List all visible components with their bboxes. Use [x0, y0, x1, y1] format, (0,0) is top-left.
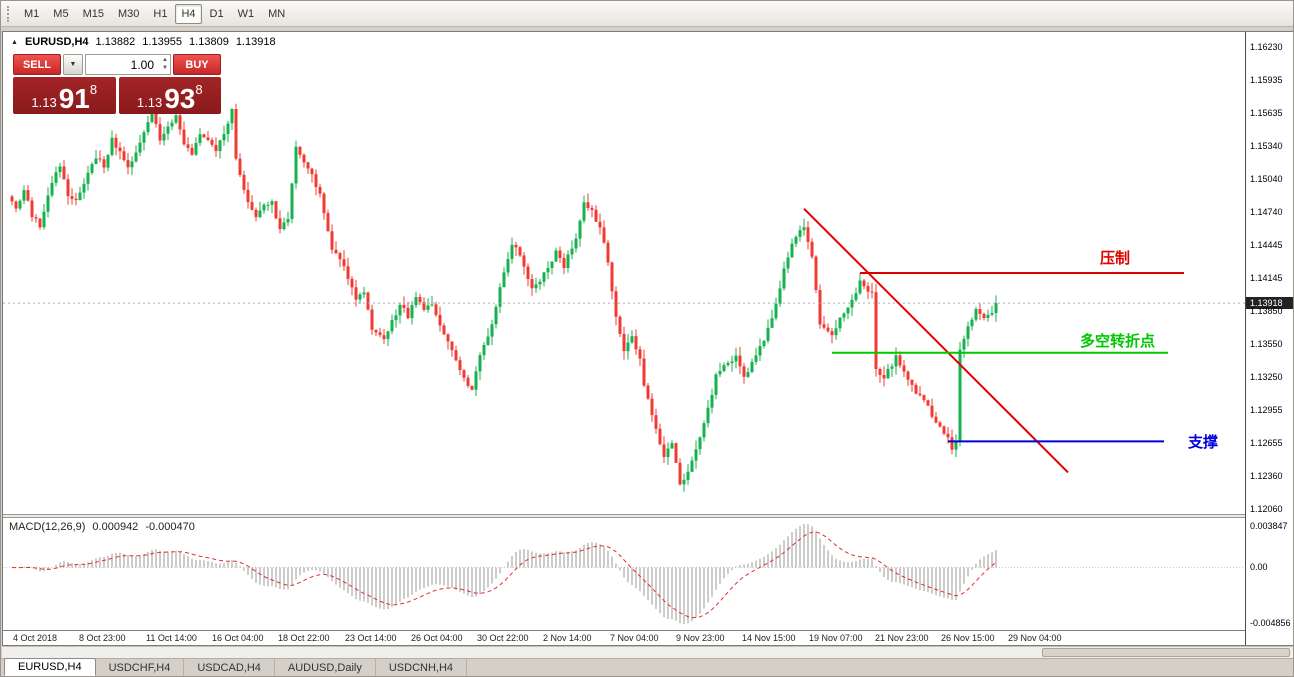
- tab-usdchf-h4[interactable]: USDCHF,H4: [96, 659, 185, 676]
- price-axis-label: 1.15340: [1250, 141, 1283, 151]
- buy-button[interactable]: BUY: [173, 54, 221, 75]
- time-axis-label: 26 Nov 15:00: [941, 633, 995, 643]
- toolbar-drag-handle[interactable]: [7, 5, 11, 22]
- buy-price-box[interactable]: 1.13 93 8: [118, 77, 221, 115]
- time-axis-label: 2 Nov 14:00: [543, 633, 592, 643]
- ohlc-open: 1.13882: [95, 36, 136, 48]
- time-axis-label: 18 Oct 22:00: [278, 633, 330, 643]
- spinner-down-icon[interactable]: ▼: [162, 65, 168, 71]
- time-axis-label: 4 Oct 2018: [13, 633, 58, 643]
- time-axis-label: 11 Oct 14:00: [146, 633, 197, 643]
- macd-axis-top-label: 0.003847: [1250, 521, 1288, 531]
- volume-dropdown-button[interactable]: ▼: [63, 54, 83, 75]
- price-axis-label: 1.16230: [1250, 42, 1283, 52]
- price-axis-label: 1.13250: [1250, 372, 1283, 382]
- timeframe-button-d1[interactable]: D1: [209, 7, 224, 20]
- ohlc-close: 1.13918: [235, 36, 276, 48]
- chart-ohlc-header: ▲ EURUSD,H4 1.13882 1.13955 1.13809 1.13…: [11, 36, 276, 48]
- price-axis-label: 1.14740: [1250, 207, 1283, 217]
- volume-input[interactable]: 1.00: [130, 57, 154, 72]
- time-axis-label: 26 Oct 04:00: [411, 633, 463, 643]
- timeframe-button-m15[interactable]: M15: [82, 7, 104, 20]
- time-axis-label: 21 Nov 23:00: [875, 633, 929, 643]
- price-axis-label: 1.15935: [1250, 75, 1283, 85]
- price-axis-label: 1.14145: [1250, 273, 1283, 283]
- sell-price-box[interactable]: 1.13 91 8: [13, 77, 116, 114]
- volume-input-wrap: 1.00 ▲ ▼: [85, 54, 171, 75]
- chart-tab-bar: EURUSD,H4 USDCHF,H4 USDCAD,H4 AUDUSD,Daily U…: [1, 658, 1293, 676]
- timeframe-button-m1[interactable]: M1: [24, 7, 40, 20]
- svg-text:多空转折点: 多空转折点: [1080, 332, 1155, 350]
- sell-price-big: 91: [58, 83, 90, 115]
- time-axis-label: 8 Oct 23:00: [79, 633, 126, 643]
- tab-audusd-daily[interactable]: AUDUSD,Daily: [275, 659, 376, 676]
- one-click-collapse-icon[interactable]: ▲: [11, 38, 18, 46]
- macd-indicator-chart[interactable]: [3, 518, 1245, 630]
- spinner-up-icon[interactable]: ▲: [162, 57, 168, 63]
- time-axis-label: 23 Oct 14:00: [345, 633, 397, 643]
- timeframe-buttons: M1 M5 M15 M30 H1 H4 D1 W1 MN: [17, 3, 292, 24]
- sell-price-sup: 8: [89, 82, 98, 97]
- price-axis-label: 1.15635: [1250, 108, 1283, 118]
- price-axis-label: 1.12360: [1250, 471, 1283, 481]
- macd-signal-value: -0.000470: [145, 521, 195, 533]
- price-axis-label: 1.13550: [1250, 339, 1283, 349]
- price-axis-label: 1.12655: [1250, 438, 1283, 448]
- time-axis-label: 7 Nov 04:00: [610, 633, 659, 643]
- buy-price-sup: 8: [195, 82, 203, 97]
- timeframe-button-m5[interactable]: M5: [53, 7, 69, 20]
- timeframe-button-mn[interactable]: MN: [268, 7, 286, 20]
- indicator-window-divider[interactable]: [3, 514, 1245, 518]
- chart-scrollbar[interactable]: [2, 646, 1293, 658]
- time-axis-label: 9 Nov 23:00: [676, 633, 725, 643]
- price-axis-label: 1.15040: [1250, 174, 1283, 184]
- chart-symbol: EURUSD,H4: [24, 36, 89, 48]
- buy-price-big: 93: [164, 83, 196, 115]
- price-axis[interactable]: 0.003847 0.00 -0.004856 1.13918 1.16230 1…: [1245, 32, 1293, 645]
- svg-text:压制: 压制: [1100, 249, 1130, 267]
- ohlc-high: 1.13955: [142, 36, 183, 48]
- time-axis[interactable]: 4 Oct 2018 8 Oct 23:00 11 Oct 14:00 16 Oct …: [3, 630, 1245, 645]
- current-price-badge: 1.13918: [1246, 297, 1293, 309]
- macd-main-value: 0.000942: [92, 521, 139, 533]
- time-axis-label: 16 Oct 04:00: [212, 633, 264, 643]
- sell-price-prefix: 1.13: [31, 95, 57, 111]
- svg-text:支撑: 支撑: [1187, 433, 1218, 451]
- macd-axis-bottom-label: -0.004856: [1250, 618, 1291, 628]
- price-axis-label: 1.12955: [1250, 405, 1283, 415]
- timeframe-button-h4[interactable]: H4: [175, 3, 202, 24]
- tab-eurusd-h4[interactable]: EURUSD,H4: [4, 658, 96, 676]
- timeframe-toolbar: M1 M5 M15 M30 H1 H4 D1 W1 MN: [1, 1, 1293, 27]
- buy-price-prefix: 1.13: [136, 95, 163, 111]
- one-click-trading-panel: SELL ▼ 1.00 ▲ ▼ BUY 1.13 91 8 1.13 93 8: [13, 54, 221, 114]
- sell-button[interactable]: SELL: [13, 54, 61, 75]
- time-axis-label: 30 Oct 22:00: [477, 633, 529, 643]
- tab-usdcad-h4[interactable]: USDCAD,H4: [184, 659, 275, 676]
- timeframe-button-h1[interactable]: H1: [153, 7, 168, 20]
- time-axis-label: 14 Nov 15:00: [742, 633, 796, 643]
- timeframe-button-w1[interactable]: W1: [237, 7, 255, 20]
- volume-spinner[interactable]: ▲ ▼: [162, 56, 168, 72]
- macd-indicator-label: MACD(12,26,9) 0.000942 -0.000470: [9, 521, 195, 533]
- scrollbar-thumb[interactable]: [1042, 648, 1290, 657]
- price-axis-label: 1.14445: [1250, 240, 1283, 250]
- ohlc-low: 1.13809: [189, 36, 229, 48]
- price-axis-label: 1.13850: [1250, 306, 1283, 316]
- price-axis-label: 1.12060: [1250, 504, 1283, 514]
- macd-name: MACD(12,26,9): [9, 521, 86, 533]
- timeframe-button-m30[interactable]: M30: [117, 7, 140, 20]
- time-axis-label: 29 Nov 04:00: [1008, 633, 1062, 643]
- time-axis-label: 19 Nov 07:00: [809, 633, 863, 643]
- tab-usdcnh-h4[interactable]: USDCNH,H4: [376, 659, 468, 676]
- chart-window: 压制多空转折点支撑 ▲ EURUSD,H4 1.13882 1.13955 1.…: [2, 31, 1293, 646]
- macd-axis-zero-label: 0.00: [1250, 562, 1268, 572]
